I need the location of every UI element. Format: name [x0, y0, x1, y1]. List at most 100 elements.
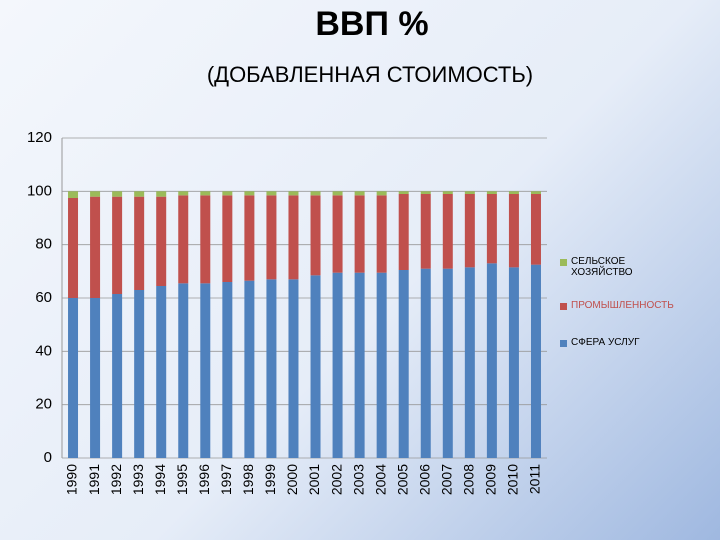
x-tick-label: 1991 [86, 464, 102, 495]
bar-segment [134, 196, 145, 290]
legend-item: СЕЛЬСКОЕ ХОЗЯЙСТВО [560, 256, 710, 278]
bar-segment [288, 279, 299, 458]
bar-segment [112, 196, 123, 294]
bar-segment [464, 267, 475, 458]
bar-segment [530, 264, 541, 458]
y-tick-label: 80 [35, 236, 52, 253]
x-tick-label: 1997 [218, 464, 234, 495]
x-tick-label: 2007 [438, 464, 454, 495]
bar-segment [90, 196, 101, 298]
x-tick-label: 1999 [262, 464, 278, 495]
chart-subtitle: (ДОБАВЛЕННАЯ СТОИМОСТЬ) [207, 62, 533, 87]
bar-segment [178, 191, 189, 196]
x-tick-label: 2006 [416, 464, 432, 495]
bar-segment [156, 286, 167, 458]
bar-segment [508, 191, 519, 194]
x-tick-label: 1993 [130, 464, 146, 495]
bar-segment [398, 191, 409, 194]
bar-segment [112, 191, 123, 197]
x-tick-label: 2010 [505, 464, 521, 495]
bar-segment [288, 195, 299, 280]
bar-segment [420, 191, 431, 194]
legend-swatch [560, 259, 567, 266]
bar-segment [266, 191, 277, 196]
bar-segment [222, 195, 233, 282]
bar-segment [244, 195, 255, 281]
bar-segment [442, 268, 453, 458]
x-tick-label: 2008 [461, 464, 477, 495]
bar-segment [112, 294, 123, 458]
bar-segment [332, 191, 343, 196]
bar-segment [420, 268, 431, 458]
legend-label: ПРОМЫШЛЕННОСТЬ [571, 300, 674, 311]
bar-segment [508, 194, 519, 268]
bar-segment [530, 194, 541, 265]
bar-segment [354, 272, 365, 458]
legend-label: СЕЛЬСКОЕ ХОЗЯЙСТВО [571, 256, 633, 278]
bar-segment [200, 191, 211, 196]
bar-segment [222, 282, 233, 458]
y-tick-label: 40 [35, 342, 52, 359]
bar-segment [244, 191, 255, 196]
x-tick-label: 2002 [328, 464, 344, 495]
bar-segment [200, 283, 211, 458]
bar-segment [266, 195, 277, 280]
bar-segment [90, 191, 101, 197]
bar-segment [288, 191, 299, 196]
legend-item: СФЕРА УСЛУГ [560, 337, 710, 348]
bar-segment [398, 194, 409, 270]
bar-segment [354, 191, 365, 196]
x-tick-label: 1994 [152, 464, 168, 495]
x-tick-label: 2001 [306, 464, 322, 495]
bar-segment [420, 194, 431, 269]
bar-segment [332, 272, 343, 458]
bar-segment [332, 195, 343, 273]
bar-segment [354, 195, 365, 273]
bar-segment [530, 191, 541, 194]
x-tick-label: 2011 [527, 464, 543, 494]
bar-segment [68, 191, 79, 198]
x-tick-label: 1992 [108, 464, 124, 495]
legend-swatch [560, 303, 567, 310]
bar-segment [508, 267, 519, 458]
legend-item: ПРОМЫШЛЕННОСТЬ [560, 300, 710, 311]
bar-segment [310, 195, 321, 276]
bar-segment [266, 279, 277, 458]
bar-segment [310, 275, 321, 458]
bar-segment [464, 191, 475, 194]
bar-segment [178, 283, 189, 458]
bar-segment [398, 270, 409, 458]
bar-segment [486, 263, 497, 458]
legend-label: СФЕРА УСЛУГ [571, 337, 640, 348]
y-tick-label: 100 [27, 182, 52, 199]
chart-title: ВВП % [315, 5, 428, 43]
bar-segment [156, 191, 167, 197]
bar-segment [178, 195, 189, 284]
x-tick-label: 1998 [240, 464, 256, 495]
bar-segment [464, 194, 475, 268]
bar-segment [442, 191, 453, 194]
x-tick-label: 2000 [284, 464, 300, 495]
bar-segment [90, 298, 101, 458]
bar-segment [442, 194, 453, 269]
x-tick-label: 2003 [350, 464, 366, 495]
x-tick-label: 1990 [64, 464, 80, 495]
x-tick-label: 2004 [372, 464, 388, 495]
x-tick-label: 1996 [196, 464, 212, 495]
bar-segment [134, 290, 145, 458]
x-tick-label: 2005 [394, 464, 410, 495]
bar-segment [486, 191, 497, 194]
bar-segment [310, 191, 321, 196]
y-tick-label: 20 [35, 396, 52, 413]
y-tick-label: 0 [44, 449, 52, 466]
bar-segment [200, 195, 211, 284]
x-tick-label: 1995 [174, 464, 190, 495]
bar-segment [134, 191, 145, 197]
x-tick-label: 2009 [483, 464, 499, 495]
bar-segment [486, 194, 497, 264]
y-tick-label: 120 [27, 129, 52, 146]
bar-segment [376, 195, 387, 273]
bar-segment [156, 196, 167, 286]
